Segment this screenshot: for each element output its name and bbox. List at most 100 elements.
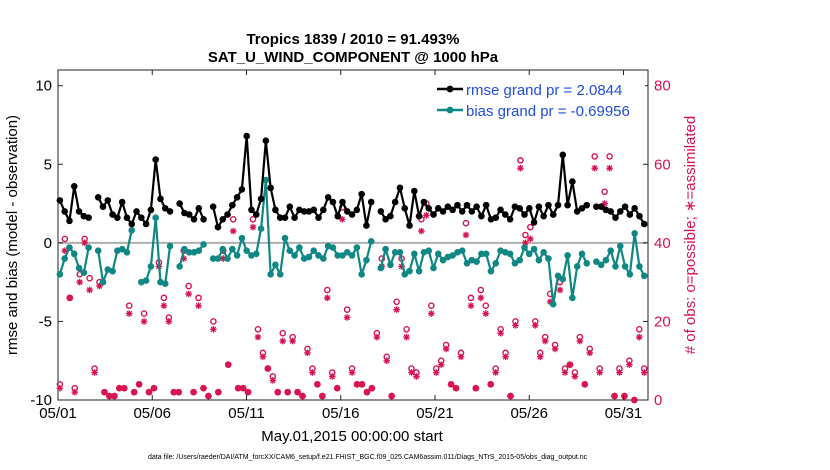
obs-assimilated-point [323,294,331,302]
obs-assimilated-point [279,337,287,345]
bias-point [161,280,169,288]
obs-assimilated-point [586,349,594,357]
rmse-point [252,211,260,218]
obs-assimilated-point [86,286,93,294]
legend-bias-label: bias grand pr = -0.69956 [466,103,630,120]
obs-assimilated-point [185,290,192,298]
obs-assimilated-point [160,302,168,310]
obs-assimilated-point [556,286,564,294]
bias-point [458,247,466,255]
bias-point [252,250,260,258]
bias-point [578,250,586,258]
obs-assimilated-point [130,388,138,396]
bias-point [631,230,638,237]
obs-assimilated-point [462,231,470,239]
obs-assimilated-point [284,388,291,396]
obs-assimilated-point [418,227,425,235]
rmse-point [229,201,236,209]
rmse-point [75,208,83,215]
rmse-point [482,201,490,209]
obs-possible-point [195,294,202,302]
y-right-tick-label: 40 [654,235,671,252]
obs-assimilated-point [571,373,579,380]
rmse-point [300,208,308,215]
obs-possible-point [229,215,237,223]
rmse-point [363,222,370,229]
rmse-point [454,201,461,209]
bias-point [506,250,514,258]
obs-assimilated-point [442,345,450,353]
bias-point [492,259,500,267]
rmse-point [286,203,294,211]
y-right-tick-label: 60 [654,156,671,173]
bias-point [482,250,490,258]
obs-assimilated-point [611,392,618,400]
obs-assimilated-point [224,361,232,368]
legend-bias-marker [446,106,454,114]
obs-assimilated-point [527,235,534,243]
obs-assimilated-point [640,369,648,376]
bias-point [430,264,437,272]
obs-possible-point [323,286,331,294]
bias-point [343,248,351,256]
rmse-point [549,211,557,218]
obs-possible-point [403,325,410,333]
rmse-point [430,211,437,218]
rmse-point [444,203,452,211]
bias-point [272,261,279,269]
bias-point [549,300,557,308]
bias-point [166,242,174,250]
obs-assimilated-point [531,322,539,329]
obs-assimilated-point [423,212,430,219]
bias-point [525,250,533,258]
obs-possible-point [527,223,534,231]
obs-assimilated-point [536,353,544,361]
bias-point [391,248,399,256]
y-right-ticks: 0 20 40 60 80 [643,78,671,409]
obs-assimilated-point [314,380,321,388]
bias-point [147,263,155,270]
obs-possible-point [601,188,608,196]
bias-point [229,245,236,253]
obs-assimilated-point [383,357,391,365]
bias-point [521,244,528,251]
obs-possible-point [635,325,643,333]
obs-assimilated-point [319,392,326,400]
rmse-point [367,198,375,206]
rmse-point [621,203,629,211]
rmse-point [185,211,193,218]
obs-assimilated-point [175,388,183,396]
rmse-point [415,212,423,220]
rmse-line [212,134,373,229]
rmse-point [516,204,523,212]
y-left-tick-label: 0 [44,235,52,252]
rmse-line [97,158,171,226]
bias-point [56,270,64,278]
obs-possible-point [279,329,287,337]
bias-point [516,256,523,264]
rmse-point [564,201,571,209]
x-tick-label: 05/26 [510,405,548,422]
bias-point [626,270,634,278]
bias-point [387,261,394,269]
rmse-point [157,195,164,203]
y-right-tick-label: 20 [654,313,671,330]
rmse-point [535,203,543,211]
bias-point [406,267,413,275]
obs-assimilated-point [358,380,366,388]
obs-assimilated-point [373,333,381,341]
rmse-point [138,214,145,222]
y-left-ticks: -10 -5 0 5 10 [30,78,63,409]
obs-assimilated-point [215,388,222,396]
obs-assimilated-point [457,353,465,361]
rmse-point [425,204,432,212]
bias-point [564,252,571,259]
bias-point [329,244,337,251]
y-left-label: rmse and bias (model - observation) [4,115,21,355]
obs-assimilated-point [71,388,79,396]
obs-assimilated-point [76,278,83,286]
rmse-point [334,212,341,220]
obs-assimilated-point [116,384,123,392]
rmse-point [631,204,638,212]
